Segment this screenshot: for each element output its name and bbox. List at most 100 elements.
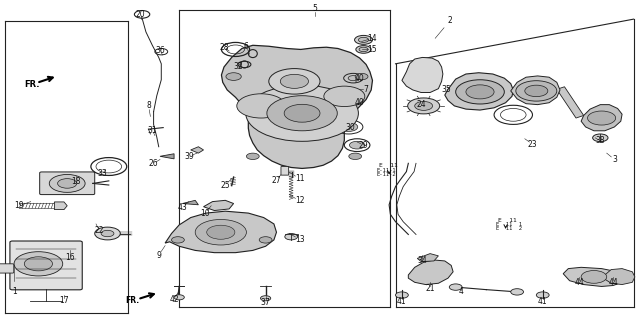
Circle shape — [466, 85, 494, 99]
Circle shape — [511, 289, 524, 295]
Text: 41: 41 — [397, 297, 407, 306]
FancyBboxPatch shape — [0, 264, 14, 273]
Circle shape — [226, 73, 241, 80]
Text: 12: 12 — [295, 197, 304, 205]
Polygon shape — [445, 73, 513, 110]
Circle shape — [14, 252, 63, 276]
Polygon shape — [160, 154, 174, 159]
Text: 21: 21 — [426, 284, 435, 293]
Circle shape — [593, 134, 608, 142]
Circle shape — [174, 295, 184, 300]
Text: 5: 5 — [312, 4, 317, 13]
Circle shape — [349, 153, 362, 160]
Circle shape — [49, 174, 85, 192]
Text: E  11  1: E 11 1 — [496, 222, 522, 227]
FancyBboxPatch shape — [281, 167, 289, 175]
Text: 40: 40 — [355, 98, 365, 107]
Polygon shape — [402, 57, 443, 93]
Polygon shape — [182, 200, 198, 205]
Circle shape — [456, 80, 504, 104]
Text: 13: 13 — [294, 235, 305, 244]
Circle shape — [237, 94, 285, 118]
Text: 22: 22 — [95, 226, 104, 235]
Polygon shape — [557, 87, 584, 118]
Text: 3: 3 — [612, 155, 617, 164]
Text: 34: 34 — [417, 256, 428, 265]
Text: 29: 29 — [358, 141, 369, 150]
Circle shape — [525, 85, 548, 97]
Polygon shape — [511, 76, 560, 105]
Text: 35: 35 — [442, 85, 452, 94]
Text: E  11  2: E 11 2 — [496, 226, 522, 231]
Text: 37: 37 — [260, 298, 271, 307]
Circle shape — [207, 225, 235, 239]
Text: E-11-1: E-11-1 — [376, 168, 396, 173]
Circle shape — [280, 74, 308, 88]
Circle shape — [348, 76, 358, 81]
Text: 11: 11 — [295, 174, 304, 183]
Text: 27: 27 — [271, 176, 282, 185]
Polygon shape — [204, 200, 234, 211]
Text: 28: 28 — [220, 43, 228, 52]
Circle shape — [355, 73, 368, 80]
Text: 18: 18 — [71, 177, 80, 186]
Text: 17: 17 — [59, 296, 69, 305]
Circle shape — [581, 271, 607, 283]
Text: E  11: E 11 — [379, 163, 397, 168]
Text: 36: 36 — [155, 46, 165, 55]
Circle shape — [269, 69, 320, 94]
Polygon shape — [563, 267, 624, 286]
Polygon shape — [191, 147, 204, 153]
Circle shape — [449, 284, 462, 290]
Polygon shape — [408, 260, 453, 285]
Text: 2: 2 — [447, 16, 452, 25]
Circle shape — [340, 122, 358, 131]
Text: 30: 30 — [346, 123, 356, 132]
Text: 25: 25 — [220, 181, 230, 189]
Text: 32: 32 — [233, 63, 243, 71]
Text: E  11: E 11 — [498, 218, 516, 223]
Text: FR.: FR. — [125, 296, 140, 305]
Polygon shape — [221, 45, 372, 168]
Text: 39: 39 — [184, 152, 194, 161]
Circle shape — [95, 227, 120, 240]
Circle shape — [408, 98, 440, 114]
Circle shape — [324, 86, 365, 107]
Circle shape — [348, 98, 358, 103]
Polygon shape — [165, 211, 276, 253]
Text: 24: 24 — [416, 100, 426, 109]
Text: 10: 10 — [200, 209, 210, 218]
Text: 38: 38 — [595, 137, 605, 145]
Text: 40: 40 — [355, 74, 365, 83]
Circle shape — [172, 237, 184, 243]
Circle shape — [415, 101, 433, 110]
Circle shape — [246, 85, 358, 141]
Text: 19: 19 — [14, 201, 24, 210]
Circle shape — [349, 141, 365, 149]
Circle shape — [246, 153, 259, 160]
Circle shape — [358, 37, 369, 42]
Polygon shape — [54, 202, 67, 210]
Circle shape — [516, 81, 557, 101]
Text: 4: 4 — [458, 287, 463, 296]
Text: 16: 16 — [65, 253, 76, 262]
Circle shape — [285, 234, 298, 240]
Text: 20: 20 — [136, 10, 146, 19]
Circle shape — [588, 111, 616, 125]
FancyBboxPatch shape — [10, 241, 82, 290]
Text: 41: 41 — [538, 297, 548, 306]
Circle shape — [355, 35, 372, 44]
Text: 44: 44 — [574, 278, 584, 287]
Circle shape — [259, 237, 272, 243]
Text: 8: 8 — [146, 101, 151, 110]
Text: 42: 42 — [169, 295, 179, 304]
Text: 9: 9 — [156, 251, 161, 260]
Circle shape — [101, 230, 114, 237]
Text: 44: 44 — [608, 278, 618, 287]
Polygon shape — [605, 269, 635, 285]
Circle shape — [359, 47, 368, 52]
Circle shape — [195, 219, 246, 245]
Polygon shape — [581, 105, 622, 131]
Text: 26: 26 — [148, 159, 159, 168]
Circle shape — [396, 292, 408, 298]
